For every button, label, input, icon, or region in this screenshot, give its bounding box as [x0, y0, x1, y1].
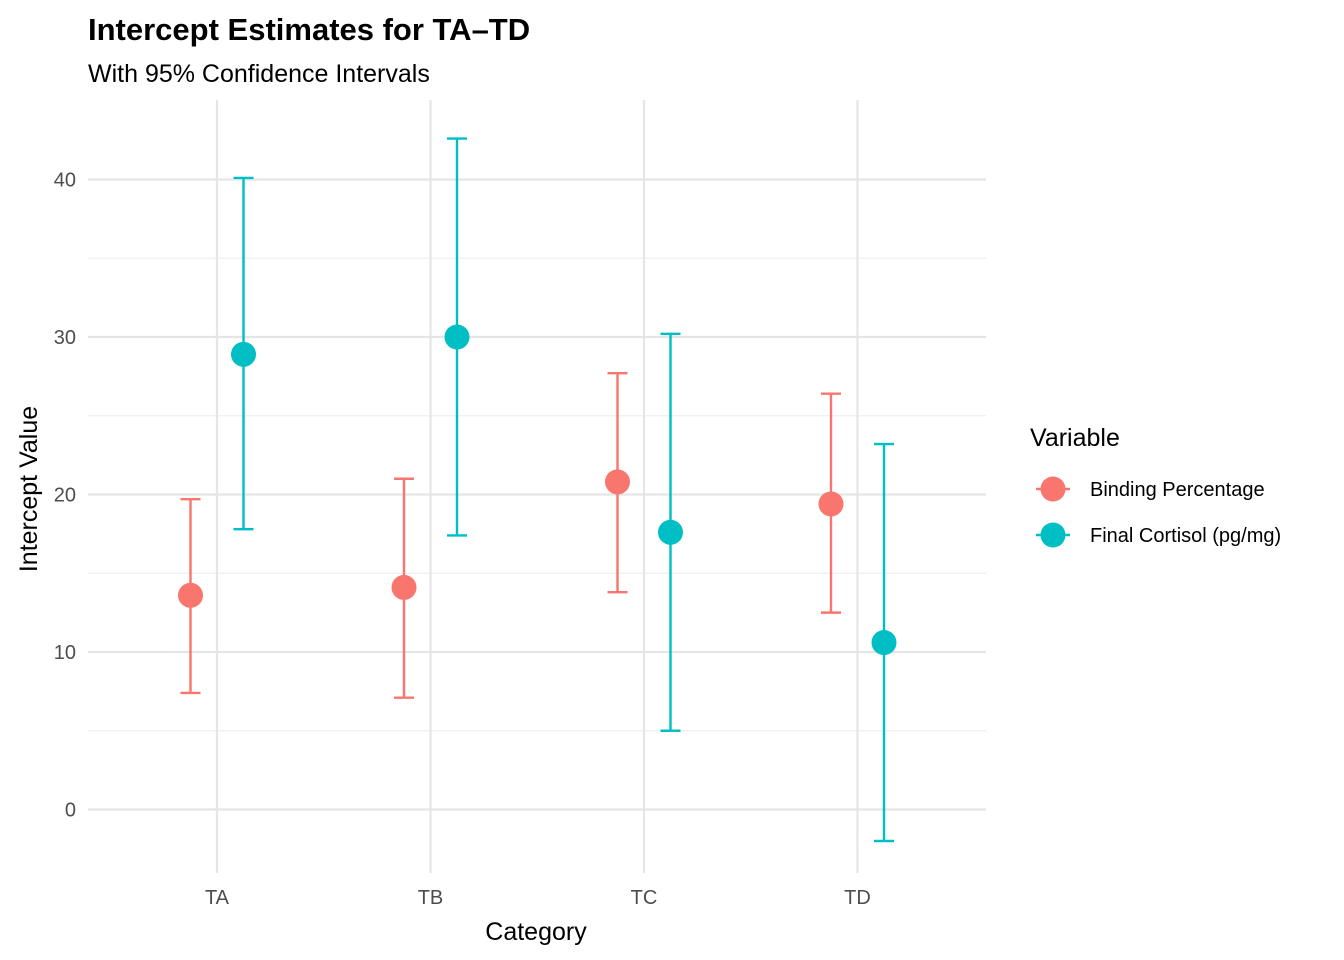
x-tick-label: TD — [844, 887, 871, 909]
y-tick-label: 10 — [54, 642, 76, 664]
x-tick-label: TC — [631, 887, 658, 909]
y-axis: 0 10 20 30 40 — [54, 170, 76, 822]
legend-item: Binding Percentage — [1036, 476, 1265, 502]
legend-key-point — [1040, 522, 1066, 548]
y-tick-label: 30 — [54, 327, 76, 349]
legend-label: Final Cortisol (pg/mg) — [1090, 525, 1281, 547]
legend-title: Variable — [1030, 424, 1120, 452]
series-1 — [231, 137, 897, 843]
x-tick-label: TB — [418, 887, 444, 909]
data-point — [231, 341, 256, 367]
data-point — [818, 491, 844, 517]
chart-subtitle: With 95% Confidence Intervals — [88, 60, 430, 88]
data-point — [605, 469, 630, 495]
x-axis: TA TB TC TD — [205, 887, 871, 909]
x-tick-label: TA — [205, 887, 230, 909]
chart-title: Intercept Estimates for TA–TD — [88, 12, 530, 47]
grid — [88, 100, 986, 873]
legend-items: Binding Percentage Final Cortisol (pg/mg) — [1036, 476, 1281, 548]
data-point — [391, 574, 417, 600]
legend-label: Binding Percentage — [1090, 479, 1265, 501]
legend: Variable Binding Percentage Final Cortiso… — [1030, 424, 1281, 548]
data-point — [444, 324, 470, 350]
y-axis-title: Intercept Value — [15, 406, 43, 572]
series-0 — [178, 372, 844, 699]
data-point — [178, 582, 203, 608]
y-tick-label: 0 — [65, 800, 76, 822]
legend-key-point — [1040, 476, 1066, 502]
data-point — [658, 519, 683, 545]
plot-panel — [88, 100, 986, 873]
legend-item: Final Cortisol (pg/mg) — [1036, 522, 1281, 548]
x-axis-title: Category — [485, 918, 587, 946]
y-tick-label: 40 — [54, 170, 76, 192]
y-tick-label: 20 — [54, 485, 76, 507]
data-marks — [178, 137, 897, 843]
data-point — [871, 630, 897, 656]
